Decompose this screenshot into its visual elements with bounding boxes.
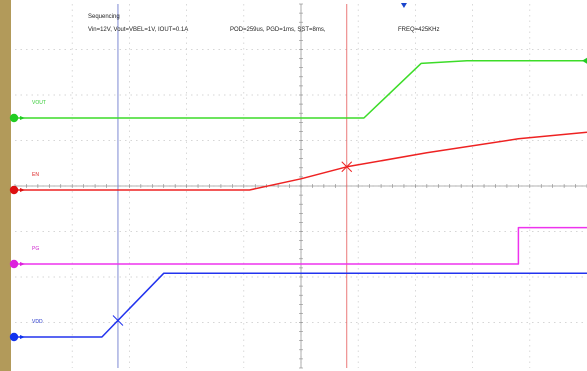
- channel-arrow-pg: [20, 262, 25, 266]
- crossing-marker-vdd: [112, 315, 124, 326]
- conditions-text: Vin=12V, Vout=VBEL=1V, IOUT=0.1A: [88, 27, 188, 33]
- channel-arrow-en: [20, 188, 25, 192]
- channel-label-pg: PG: [32, 246, 39, 252]
- channel-label-vout: VOUT: [32, 100, 46, 106]
- left-bezel: [0, 0, 11, 371]
- frequency-text: FREQ=425KHz: [398, 27, 440, 33]
- trigger-position-marker[interactable]: [400, 3, 407, 8]
- channel-marker-en[interactable]: [9, 185, 19, 195]
- channel-marker-vout[interactable]: [9, 113, 19, 123]
- channel-label-en: EN: [32, 172, 39, 178]
- channel-arrow-vout: [20, 116, 25, 120]
- crossing-marker-en: [341, 161, 353, 173]
- cursor-layer: [117, 3, 407, 368]
- channel-label-vdd: VDD: [32, 319, 43, 325]
- capture-title: Sequencing: [88, 14, 120, 20]
- marker-layer: VOUT EN PG VDD: [9, 57, 587, 342]
- trace-pg: [15, 226, 587, 265]
- timing-text: POD=259us, PGD=1ms, SST=8ms,: [230, 27, 326, 33]
- channel-marker-vdd[interactable]: [9, 332, 19, 342]
- trace-vout: [15, 60, 587, 119]
- channel-marker-pg[interactable]: [9, 259, 19, 269]
- channel-arrow-vdd: [20, 335, 25, 339]
- graticule: [14, 3, 587, 369]
- vout-offscreen-arrow-icon: [582, 57, 587, 64]
- trace-vdd: [15, 272, 587, 338]
